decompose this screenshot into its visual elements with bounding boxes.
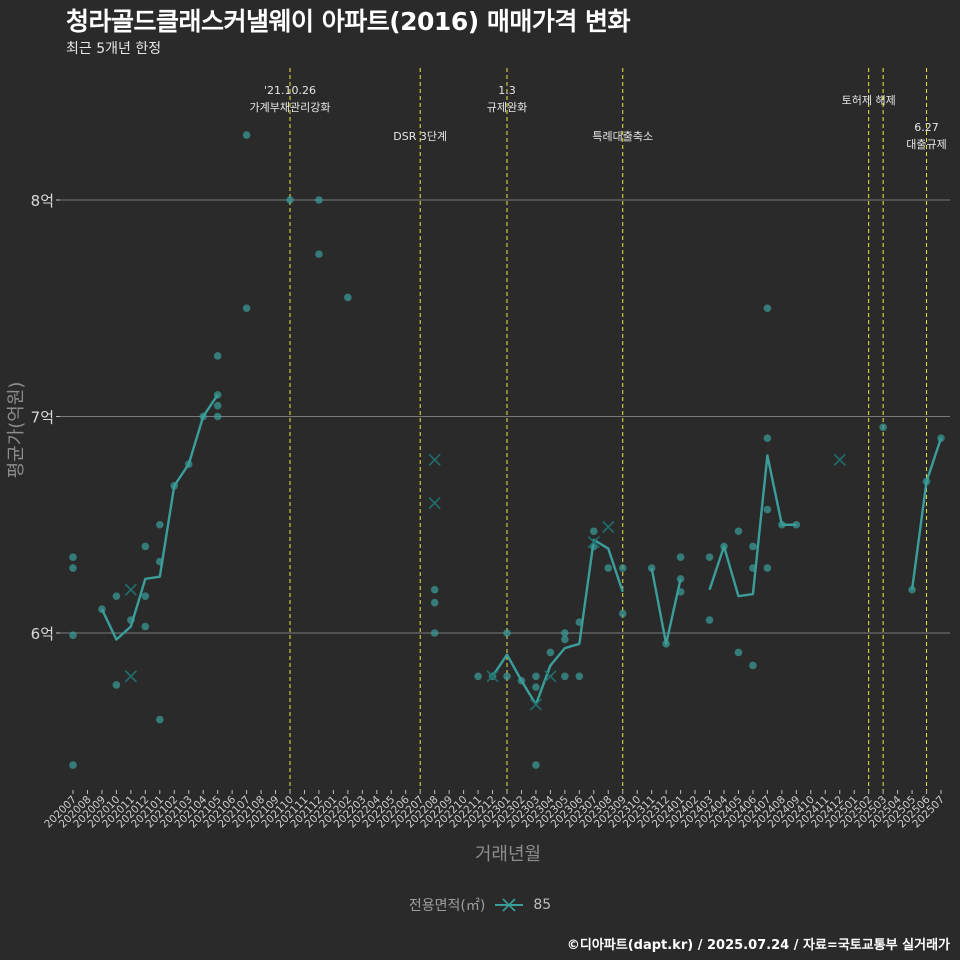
data-point: [242, 304, 251, 313]
data-point: [156, 520, 164, 529]
data-point: [763, 564, 772, 572]
data-point: [590, 527, 598, 536]
data-point: [503, 629, 511, 637]
data-point: [561, 629, 569, 637]
event-annotation: 토허제 해제: [842, 93, 896, 107]
series-line: [650, 567, 682, 646]
x-axis-title: 거래년월: [475, 844, 541, 865]
data-point: [561, 672, 569, 681]
cross-marker: [124, 670, 137, 683]
cross-marker: [428, 497, 441, 510]
data-point: [430, 585, 439, 594]
data-point: [141, 542, 150, 551]
data-point: [604, 564, 613, 572]
data-point: [763, 505, 772, 514]
data-point: [749, 661, 757, 670]
event-annotation: 가계부채관리강화: [250, 101, 331, 114]
cross-marker: [544, 670, 557, 683]
y-tick-label: 8억: [31, 192, 54, 210]
series-line: [100, 394, 219, 641]
data-point: [532, 672, 540, 681]
data-point: [763, 304, 772, 313]
chart-subtitle: 최근 5개년 한정: [66, 41, 162, 57]
data-point: [532, 683, 540, 691]
data-point: [763, 434, 772, 442]
data-point: [618, 609, 627, 618]
cross-marker: [587, 536, 600, 549]
data-point: [474, 672, 482, 681]
y-axis-title: 평균가(억원): [6, 382, 27, 479]
data-point: [676, 553, 685, 562]
event-annotation: 1.3: [498, 84, 516, 97]
event-annotation: 특례대출축소: [592, 130, 653, 143]
cross-marker: [602, 520, 615, 533]
data-point: [213, 352, 222, 360]
y-tick-label: 7억: [31, 409, 54, 427]
data-point: [69, 631, 77, 639]
data-point: [561, 635, 569, 644]
data-point: [315, 250, 323, 258]
data-point: [242, 131, 251, 139]
y-tick-label: 6억: [31, 625, 54, 643]
cross-marker: [486, 670, 499, 683]
cross-marker: [529, 698, 542, 711]
series-line: [491, 538, 624, 706]
cross-marker: [124, 583, 137, 596]
series-line: [910, 437, 943, 590]
data-point: [575, 672, 584, 681]
data-point: [344, 293, 352, 302]
data-point: [213, 401, 222, 410]
data-point: [213, 412, 222, 421]
data-point: [546, 648, 555, 657]
data-point: [112, 592, 121, 600]
data-point: [705, 553, 714, 562]
data-point: [618, 564, 627, 572]
data-point: [705, 616, 714, 624]
data-point: [69, 553, 77, 562]
data-point: [734, 527, 743, 536]
data-point: [286, 196, 294, 204]
legend-key-icon: [495, 898, 524, 912]
event-annotation: 6.27: [914, 121, 939, 134]
data-point: [749, 542, 757, 551]
event-annotation: 규제완화: [487, 101, 527, 114]
source-caption: ©디아파트(dapt.kr) / 2025.07.24 / 자료=국토교통부 실…: [566, 938, 950, 953]
data-point: [430, 598, 439, 607]
cross-marker: [428, 453, 441, 466]
data-point: [141, 592, 150, 600]
legend: 전용면적(㎡) 85: [0, 895, 960, 915]
data-point: [315, 196, 323, 204]
event-annotation: 대출규제: [906, 138, 946, 151]
data-point: [430, 629, 439, 637]
data-point: [141, 622, 150, 631]
data-point: [156, 715, 164, 724]
data-point: [112, 681, 121, 689]
event-annotation: DSR 3단계: [393, 130, 447, 143]
legend-title: 전용면적(㎡): [408, 898, 486, 914]
chart-title: 청라골드클래스커낼웨이 아파트(2016) 매매가격 변화: [66, 7, 631, 36]
data-point: [734, 648, 743, 657]
data-point: [69, 761, 77, 769]
event-annotation: '21.10.26: [264, 84, 316, 97]
data-point: [69, 564, 77, 572]
data-point: [503, 672, 511, 681]
legend-label: 85: [533, 897, 552, 913]
series-line: [708, 454, 797, 598]
data-point: [879, 423, 887, 432]
data-point: [532, 761, 540, 769]
cross-marker: [833, 453, 846, 466]
